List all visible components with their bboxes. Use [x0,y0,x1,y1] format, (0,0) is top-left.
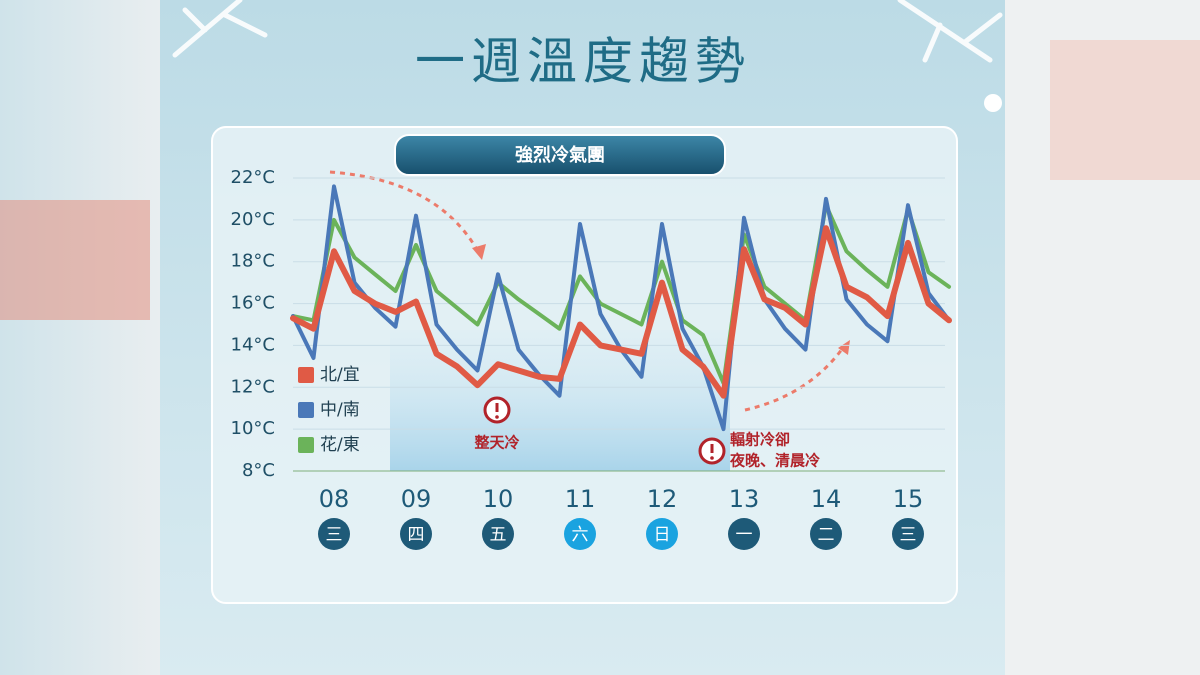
side-blur [1050,40,1200,180]
weekday-label: 一 [736,525,753,545]
weekday-label: 三 [900,525,917,545]
y-tick-label: 16°C [231,293,275,314]
weekday-label: 四 [408,525,425,545]
legend-label: 花/東 [320,435,360,455]
page-title: 一週溫度趨勢 [415,33,751,91]
y-tick-label: 10°C [231,418,275,439]
weekday-badge [728,518,760,550]
y-tick-label: 18°C [231,251,275,272]
weekday-label: 六 [572,525,589,545]
weekday-label: 二 [818,525,835,545]
snow-dot [984,94,1002,112]
y-tick-label: 8°C [242,460,275,481]
weekday-label: 三 [326,525,343,545]
annotation: 夜晚、清晨冷 [729,452,820,470]
legend-label: 中/南 [320,400,360,420]
warning-icon [698,437,726,465]
trend-arrow-head [472,244,486,260]
weekday-badge [482,518,514,550]
y-tick-label: 22°C [231,167,275,188]
y-tick-label: 12°C [231,376,275,397]
trend-arrow [744,344,847,412]
weekday-badge [564,518,596,550]
snowflake [172,0,1003,63]
x-tick-label: 15 [893,485,924,513]
x-tick-label: 13 [729,485,760,513]
legend-label: 北/宜 [320,365,360,385]
series-line [290,225,952,399]
annotation: 整天冷 [474,434,519,452]
annotation: 輻射冷卻 [730,431,790,449]
weekday-label: 五 [490,525,507,545]
weekday-badge [810,518,842,550]
side-blur [0,200,150,320]
side-blur [0,0,160,675]
warning-icon [483,396,511,424]
x-tick-label: 11 [565,485,596,513]
legend-swatch [298,402,314,418]
y-tick-label: 14°C [231,334,275,355]
weekday-label: 日 [654,525,671,545]
x-tick-label: 09 [401,485,432,513]
weekday-badge [892,518,924,550]
trend-arrow-head [838,340,850,355]
banner-text: 強烈冷氣團 [515,144,605,166]
banner [394,134,726,176]
x-tick-label: 14 [811,485,842,513]
legend-swatch [298,367,314,383]
weekday-badge [318,518,350,550]
y-tick-label: 20°C [231,209,275,230]
weekday-badge [400,518,432,550]
weekday-badge [646,518,678,550]
series-line [291,203,951,386]
legend-swatch [298,437,314,453]
x-tick-label: 12 [647,485,678,513]
cold-period [390,330,730,471]
x-tick-label: 08 [319,485,350,513]
x-tick-label: 10 [483,485,514,513]
